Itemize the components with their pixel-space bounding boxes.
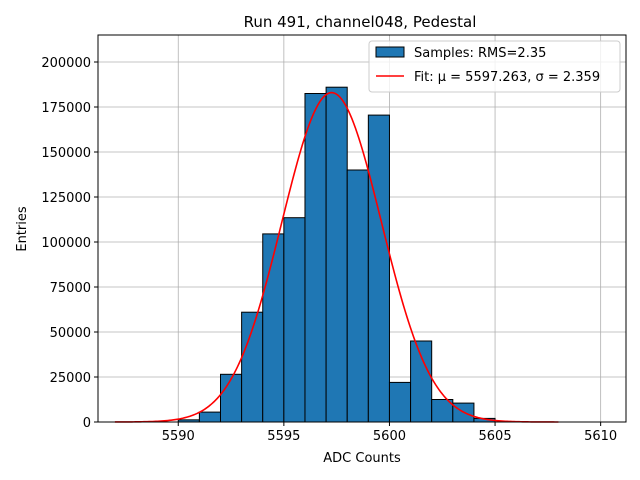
y-tick-label: 125000 (41, 191, 91, 206)
x-tick-label: 5590 (162, 429, 195, 444)
histogram-bar (262, 233, 285, 423)
legend-label-samples: Samples: RMS=2.35 (414, 46, 546, 61)
y-tick-label: 0 (83, 416, 91, 431)
x-tick-label: 5610 (584, 429, 617, 444)
histogram-bar (219, 373, 243, 423)
histogram-bar (325, 86, 348, 423)
x-axis-label: ADC Counts (323, 451, 401, 466)
x-tick-label: 5605 (479, 429, 512, 444)
y-axis-ticks: 0 25000 50000 75000 100000 125000 150000 175000… (41, 56, 98, 431)
y-tick-label: 150000 (41, 146, 91, 161)
histogram-bar (346, 169, 369, 423)
y-tick-label: 175000 (41, 101, 91, 116)
histogram-bar (198, 411, 221, 423)
histogram-bar (410, 340, 433, 423)
x-axis-ticks: 5590 5595 5600 5605 5610 (162, 422, 617, 444)
fit-curve-group (114, 91, 559, 423)
y-tick-label: 50000 (50, 326, 91, 341)
histogram-bar (388, 381, 412, 423)
histogram-bar (304, 93, 327, 423)
legend: Samples: RMS=2.35 Fit: μ = 5597.263, σ =… (368, 40, 621, 93)
y-tick-label: 75000 (50, 281, 91, 296)
y-tick-label: 100000 (41, 236, 91, 251)
plot-frame (97, 34, 627, 423)
y-tick-label: 200000 (41, 56, 91, 71)
chart-title: Run 491, channel048, Pedestal (244, 13, 477, 31)
histogram-bars (177, 86, 496, 423)
legend-swatch-samples (375, 46, 405, 58)
x-tick-label: 5600 (373, 429, 406, 444)
y-tick-label: 25000 (50, 371, 91, 386)
histogram-bar (367, 114, 390, 423)
x-tick-label: 5595 (267, 429, 300, 444)
histogram-bar (283, 217, 306, 423)
legend-box (368, 40, 621, 93)
y-axis-label: Entries (15, 206, 30, 252)
legend-label-fit: Fit: μ = 5597.263, σ = 2.359 (414, 70, 600, 85)
gaussian-fit-curve (114, 91, 559, 423)
